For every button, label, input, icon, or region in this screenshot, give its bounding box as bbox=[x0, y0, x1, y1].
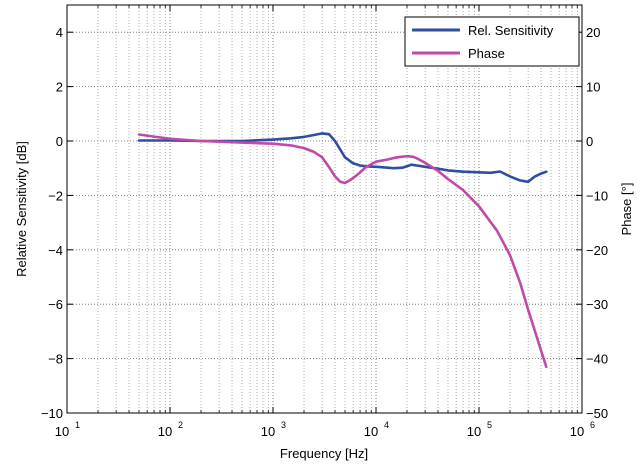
y-right-tick-label: −20 bbox=[586, 243, 608, 258]
plot-frame bbox=[66, 4, 583, 414]
plot-area bbox=[67, 5, 582, 413]
y-right-tick-label: 0 bbox=[586, 134, 593, 149]
x-tick-exponent: 1 bbox=[75, 420, 80, 430]
y-right-tick-label: −10 bbox=[586, 188, 608, 203]
y-axis-label-right: Phase [°] bbox=[619, 183, 634, 236]
y-left-tick-label: 0 bbox=[56, 134, 63, 149]
legend: Rel. Sensitivity Phase bbox=[404, 16, 580, 67]
series-line-rel-sensitivity bbox=[137, 132, 548, 184]
legend-label-rel-sensitivity: Rel. Sensitivity bbox=[468, 23, 554, 38]
x-tick-label: 10 bbox=[55, 424, 69, 439]
y-left-tick-label: 4 bbox=[56, 25, 63, 40]
grid bbox=[67, 5, 582, 413]
x-tick-label: 10 bbox=[570, 424, 584, 439]
y-right-tick-label: 10 bbox=[586, 80, 600, 95]
y-left-tick-label: 2 bbox=[56, 80, 63, 95]
y-left-tick-label: −8 bbox=[48, 352, 63, 367]
x-tick-exponent: 4 bbox=[384, 420, 389, 430]
y-left-tick-label: −2 bbox=[48, 188, 63, 203]
y-left-tick-label: −10 bbox=[41, 406, 63, 421]
y-left-tick-label: −4 bbox=[48, 243, 63, 258]
x-axis-label: Frequency [Hz] bbox=[280, 446, 368, 461]
y-axis-label-left: Relative Sensitivity [dB] bbox=[14, 141, 29, 277]
x-tick-label: 10 bbox=[467, 424, 481, 439]
series-layer bbox=[137, 132, 548, 369]
y-right-tick-label: 20 bbox=[586, 25, 600, 40]
x-tick-exponent: 5 bbox=[487, 420, 492, 430]
x-tick-exponent: 3 bbox=[281, 420, 286, 430]
y-right-tick-label: −30 bbox=[586, 297, 608, 312]
legend-box bbox=[404, 16, 580, 67]
legend-label-phase: Phase bbox=[468, 46, 505, 61]
x-tick-exponent: 6 bbox=[590, 420, 595, 430]
series-line-phase bbox=[137, 133, 548, 369]
y-right-tick-label: −40 bbox=[586, 352, 608, 367]
x-tick-exponent: 2 bbox=[178, 420, 183, 430]
y-right-tick-label: −50 bbox=[586, 406, 608, 421]
x-tick-label: 10 bbox=[364, 424, 378, 439]
x-tick-label: 10 bbox=[261, 424, 275, 439]
y-left-tick-label: −6 bbox=[48, 297, 63, 312]
tick-labels: 10 1 10 2 10 3 10 4 10 5 10 6420−2−4−6−8−1020100−10… bbox=[41, 25, 608, 439]
x-tick-label: 10 bbox=[158, 424, 172, 439]
